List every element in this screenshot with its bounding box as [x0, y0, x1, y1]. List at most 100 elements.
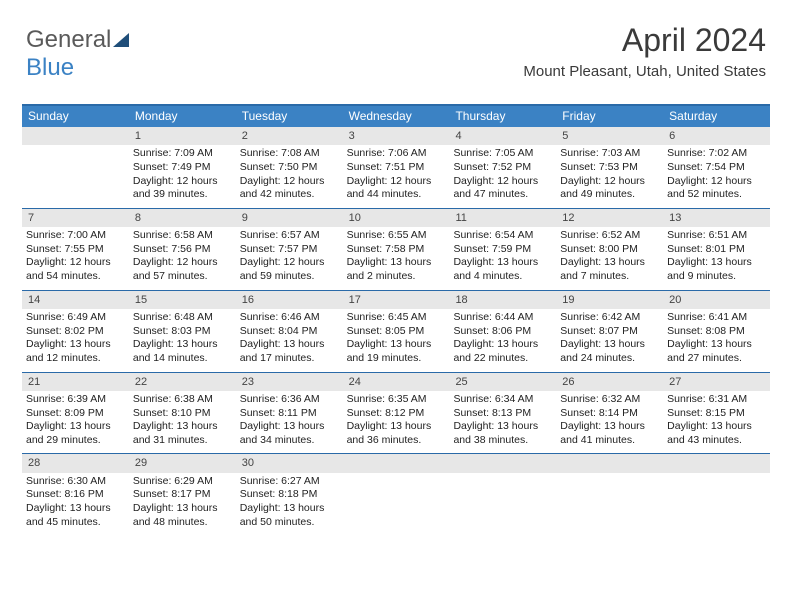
day-cell [343, 454, 450, 535]
day-body: Sunrise: 6:57 AMSunset: 7:57 PMDaylight:… [236, 227, 343, 290]
day-cell: 22Sunrise: 6:38 AMSunset: 8:10 PMDayligh… [129, 373, 236, 454]
day-cell: 9Sunrise: 6:57 AMSunset: 7:57 PMDaylight… [236, 209, 343, 290]
day-body: Sunrise: 6:39 AMSunset: 8:09 PMDaylight:… [22, 391, 129, 454]
day-cell [22, 127, 129, 208]
daylight-line: Daylight: 12 hours and 57 minutes. [133, 256, 232, 283]
logo: General Blue [26, 26, 129, 82]
sunrise-line: Sunrise: 7:05 AM [453, 147, 552, 161]
sunrise-line: Sunrise: 6:42 AM [560, 311, 659, 325]
sunrise-line: Sunrise: 6:34 AM [453, 393, 552, 407]
day-body: Sunrise: 6:52 AMSunset: 8:00 PMDaylight:… [556, 227, 663, 290]
day-number [22, 127, 129, 145]
sunset-line: Sunset: 8:03 PM [133, 325, 232, 339]
day-number: 2 [236, 127, 343, 145]
sunset-line: Sunset: 8:13 PM [453, 407, 552, 421]
day-body: Sunrise: 6:55 AMSunset: 7:58 PMDaylight:… [343, 227, 450, 290]
sunset-line: Sunset: 8:06 PM [453, 325, 552, 339]
day-cell: 3Sunrise: 7:06 AMSunset: 7:51 PMDaylight… [343, 127, 450, 208]
daylight-line: Daylight: 13 hours and 4 minutes. [453, 256, 552, 283]
sunrise-line: Sunrise: 6:51 AM [667, 229, 766, 243]
day-cell: 2Sunrise: 7:08 AMSunset: 7:50 PMDaylight… [236, 127, 343, 208]
sunrise-line: Sunrise: 6:41 AM [667, 311, 766, 325]
sunset-line: Sunset: 8:15 PM [667, 407, 766, 421]
week-row: 7Sunrise: 7:00 AMSunset: 7:55 PMDaylight… [22, 208, 770, 290]
day-number: 13 [663, 209, 770, 227]
day-number: 22 [129, 373, 236, 391]
daylight-line: Daylight: 13 hours and 36 minutes. [347, 420, 446, 447]
day-header-cell: Thursday [449, 106, 556, 127]
sunset-line: Sunset: 8:00 PM [560, 243, 659, 257]
sunrise-line: Sunrise: 6:36 AM [240, 393, 339, 407]
daylight-line: Daylight: 13 hours and 34 minutes. [240, 420, 339, 447]
sunset-line: Sunset: 8:12 PM [347, 407, 446, 421]
sunset-line: Sunset: 8:17 PM [133, 488, 232, 502]
day-cell: 27Sunrise: 6:31 AMSunset: 8:15 PMDayligh… [663, 373, 770, 454]
day-header-cell: Sunday [22, 106, 129, 127]
sunset-line: Sunset: 8:08 PM [667, 325, 766, 339]
day-number: 18 [449, 291, 556, 309]
day-body: Sunrise: 6:35 AMSunset: 8:12 PMDaylight:… [343, 391, 450, 454]
day-header-cell: Saturday [663, 106, 770, 127]
week-row: 28Sunrise: 6:30 AMSunset: 8:16 PMDayligh… [22, 453, 770, 535]
daylight-line: Daylight: 13 hours and 9 minutes. [667, 256, 766, 283]
day-number: 7 [22, 209, 129, 227]
day-number [663, 454, 770, 472]
sunrise-line: Sunrise: 6:31 AM [667, 393, 766, 407]
week-row: 14Sunrise: 6:49 AMSunset: 8:02 PMDayligh… [22, 290, 770, 372]
day-number [556, 454, 663, 472]
day-cell [449, 454, 556, 535]
sunrise-line: Sunrise: 6:55 AM [347, 229, 446, 243]
sunset-line: Sunset: 7:53 PM [560, 161, 659, 175]
day-cell: 10Sunrise: 6:55 AMSunset: 7:58 PMDayligh… [343, 209, 450, 290]
day-body: Sunrise: 7:09 AMSunset: 7:49 PMDaylight:… [129, 145, 236, 208]
sunset-line: Sunset: 8:11 PM [240, 407, 339, 421]
sunset-line: Sunset: 8:01 PM [667, 243, 766, 257]
day-number: 4 [449, 127, 556, 145]
logo-part2: Blue [26, 54, 74, 81]
day-cell: 19Sunrise: 6:42 AMSunset: 8:07 PMDayligh… [556, 291, 663, 372]
day-cell [556, 454, 663, 535]
sunrise-line: Sunrise: 6:58 AM [133, 229, 232, 243]
day-cell: 8Sunrise: 6:58 AMSunset: 7:56 PMDaylight… [129, 209, 236, 290]
day-cell: 18Sunrise: 6:44 AMSunset: 8:06 PMDayligh… [449, 291, 556, 372]
sunset-line: Sunset: 8:09 PM [26, 407, 125, 421]
day-body: Sunrise: 6:29 AMSunset: 8:17 PMDaylight:… [129, 473, 236, 536]
day-body: Sunrise: 6:31 AMSunset: 8:15 PMDaylight:… [663, 391, 770, 454]
day-number: 8 [129, 209, 236, 227]
day-cell: 20Sunrise: 6:41 AMSunset: 8:08 PMDayligh… [663, 291, 770, 372]
sunset-line: Sunset: 7:54 PM [667, 161, 766, 175]
daylight-line: Daylight: 13 hours and 29 minutes. [26, 420, 125, 447]
day-body: Sunrise: 6:51 AMSunset: 8:01 PMDaylight:… [663, 227, 770, 290]
day-number: 29 [129, 454, 236, 472]
day-body: Sunrise: 6:34 AMSunset: 8:13 PMDaylight:… [449, 391, 556, 454]
day-cell: 12Sunrise: 6:52 AMSunset: 8:00 PMDayligh… [556, 209, 663, 290]
day-number: 5 [556, 127, 663, 145]
day-number: 26 [556, 373, 663, 391]
daylight-line: Daylight: 13 hours and 38 minutes. [453, 420, 552, 447]
day-number: 19 [556, 291, 663, 309]
day-number: 3 [343, 127, 450, 145]
location-subtitle: Mount Pleasant, Utah, United States [523, 63, 766, 80]
page-title: April 2024 [523, 22, 766, 59]
daylight-line: Daylight: 12 hours and 44 minutes. [347, 175, 446, 202]
sunset-line: Sunset: 8:14 PM [560, 407, 659, 421]
sunset-line: Sunset: 8:16 PM [26, 488, 125, 502]
day-body: Sunrise: 7:02 AMSunset: 7:54 PMDaylight:… [663, 145, 770, 208]
day-body: Sunrise: 6:58 AMSunset: 7:56 PMDaylight:… [129, 227, 236, 290]
day-cell: 1Sunrise: 7:09 AMSunset: 7:49 PMDaylight… [129, 127, 236, 208]
day-body: Sunrise: 6:36 AMSunset: 8:11 PMDaylight:… [236, 391, 343, 454]
day-body: Sunrise: 6:45 AMSunset: 8:05 PMDaylight:… [343, 309, 450, 372]
day-number: 6 [663, 127, 770, 145]
day-number [449, 454, 556, 472]
sunrise-line: Sunrise: 7:00 AM [26, 229, 125, 243]
daylight-line: Daylight: 12 hours and 52 minutes. [667, 175, 766, 202]
sunrise-line: Sunrise: 6:45 AM [347, 311, 446, 325]
sunset-line: Sunset: 8:18 PM [240, 488, 339, 502]
sunrise-line: Sunrise: 6:35 AM [347, 393, 446, 407]
day-cell: 15Sunrise: 6:48 AMSunset: 8:03 PMDayligh… [129, 291, 236, 372]
daylight-line: Daylight: 13 hours and 22 minutes. [453, 338, 552, 365]
sunrise-line: Sunrise: 6:46 AM [240, 311, 339, 325]
daylight-line: Daylight: 12 hours and 54 minutes. [26, 256, 125, 283]
sunset-line: Sunset: 7:49 PM [133, 161, 232, 175]
day-number: 25 [449, 373, 556, 391]
